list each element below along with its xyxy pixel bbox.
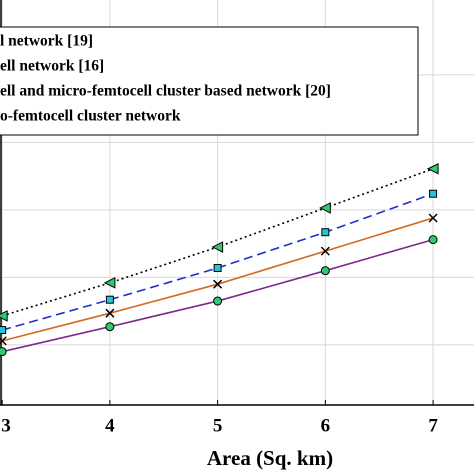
x-axis-label: Area (Sq. km) <box>207 446 333 470</box>
marker <box>320 266 330 276</box>
legend-label: l network [19] <box>0 33 93 50</box>
legend-label: o-femtocell cluster network <box>0 108 181 125</box>
marker <box>105 322 115 332</box>
legend-label: ell and micro-femtocell cluster based ne… <box>0 83 331 100</box>
x-tick-label: 3 <box>1 415 11 436</box>
x-tick-label: 6 <box>321 415 331 436</box>
marker <box>211 241 224 253</box>
marker <box>105 308 115 318</box>
marker <box>321 228 330 237</box>
marker <box>0 336 7 346</box>
legend-label: ell network [16] <box>0 58 104 75</box>
marker <box>319 202 331 214</box>
marker <box>213 279 223 289</box>
marker <box>426 162 439 175</box>
marker <box>103 277 116 289</box>
x-tick-label: 5 <box>213 415 223 436</box>
marker <box>429 189 438 198</box>
marker <box>0 310 8 322</box>
marker <box>0 326 7 335</box>
marker <box>0 347 7 357</box>
marker <box>428 213 438 223</box>
marker <box>105 295 114 304</box>
marker <box>320 246 330 256</box>
marker <box>428 235 438 245</box>
legend-box <box>0 26 419 136</box>
x-tick-label: 4 <box>105 415 115 436</box>
x-tick-label: 7 <box>428 415 438 436</box>
marker <box>213 296 223 306</box>
marker <box>213 263 222 272</box>
